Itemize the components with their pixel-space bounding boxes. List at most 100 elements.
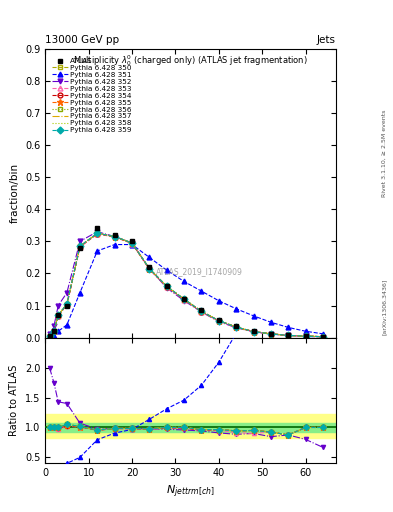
Pythia 6.428 358: [303, 333, 308, 339]
Pythia 6.428 350: [95, 230, 100, 237]
Line: Pythia 6.428 357: Pythia 6.428 357: [50, 233, 323, 337]
Pythia 6.428 359: [182, 296, 186, 302]
Pythia 6.428 359: [234, 324, 239, 330]
Pythia 6.428 355: [130, 240, 134, 246]
Pythia 6.428 351: [147, 254, 152, 261]
Pythia 6.428 357: [95, 230, 100, 237]
ATLAS: [251, 328, 256, 334]
Pythia 6.428 352: [56, 303, 61, 309]
Pythia 6.428 358: [217, 317, 221, 324]
Pythia 6.428 359: [77, 243, 82, 249]
Text: ATLAS_2019_I1740909: ATLAS_2019_I1740909: [156, 267, 243, 276]
Pythia 6.428 350: [64, 301, 69, 307]
Pythia 6.428 353: [234, 324, 239, 330]
Pythia 6.428 350: [51, 328, 56, 334]
Pythia 6.428 358: [268, 331, 273, 337]
Pythia 6.428 354: [182, 296, 186, 303]
Pythia 6.428 352: [199, 309, 204, 315]
Pythia 6.428 350: [199, 308, 204, 314]
Pythia 6.428 354: [321, 334, 325, 340]
Pythia 6.428 351: [47, 334, 52, 340]
Pythia 6.428 352: [234, 325, 239, 331]
Pythia 6.428 357: [234, 324, 239, 330]
X-axis label: $N_{\mathit{jettrm[ch]}}$: $N_{\mathit{jettrm[ch]}}$: [166, 484, 215, 500]
Pythia 6.428 351: [164, 267, 169, 273]
Pythia 6.428 356: [147, 266, 152, 272]
Line: ATLAS: ATLAS: [47, 226, 325, 339]
Pythia 6.428 355: [77, 243, 82, 249]
Pythia 6.428 352: [164, 285, 169, 291]
Pythia 6.428 357: [56, 312, 61, 318]
Pythia 6.428 357: [147, 266, 152, 272]
Pythia 6.428 353: [286, 332, 291, 338]
Pythia 6.428 359: [130, 240, 134, 246]
Pythia 6.428 354: [51, 328, 56, 334]
Pythia 6.428 356: [130, 240, 134, 246]
Pythia 6.428 354: [286, 332, 291, 338]
Pythia 6.428 355: [303, 333, 308, 339]
Pythia 6.428 350: [234, 324, 239, 330]
Pythia 6.428 356: [251, 329, 256, 335]
Y-axis label: Ratio to ATLAS: Ratio to ATLAS: [9, 365, 19, 436]
Pythia 6.428 352: [130, 240, 134, 246]
Pythia 6.428 352: [51, 324, 56, 330]
Pythia 6.428 357: [268, 331, 273, 337]
Pythia 6.428 352: [112, 233, 117, 240]
Pythia 6.428 354: [251, 329, 256, 335]
Pythia 6.428 353: [64, 302, 69, 308]
Pythia 6.428 359: [95, 230, 100, 237]
Pythia 6.428 350: [47, 333, 52, 339]
Pythia 6.428 357: [303, 333, 308, 339]
Pythia 6.428 351: [217, 297, 221, 304]
Text: [arXiv:1306.3436]: [arXiv:1306.3436]: [382, 279, 387, 335]
Pythia 6.428 356: [77, 243, 82, 249]
Pythia 6.428 359: [47, 333, 52, 339]
Pythia 6.428 358: [234, 324, 239, 330]
Pythia 6.428 351: [51, 333, 56, 339]
Pythia 6.428 353: [251, 329, 256, 335]
Pythia 6.428 352: [251, 329, 256, 335]
Pythia 6.428 352: [95, 229, 100, 235]
Pythia 6.428 350: [217, 317, 221, 324]
Line: Pythia 6.428 359: Pythia 6.428 359: [47, 231, 325, 339]
Pythia 6.428 352: [321, 334, 325, 340]
Pythia 6.428 356: [199, 308, 204, 314]
Pythia 6.428 354: [64, 302, 69, 308]
Pythia 6.428 351: [234, 306, 239, 312]
Pythia 6.428 354: [303, 333, 308, 339]
Pythia 6.428 358: [199, 308, 204, 314]
Pythia 6.428 357: [77, 243, 82, 249]
Text: Multiplicity $\lambda_0^0$ (charged only) (ATLAS jet fragmentation): Multiplicity $\lambda_0^0$ (charged only…: [73, 53, 308, 68]
Pythia 6.428 350: [321, 334, 325, 340]
Pythia 6.428 355: [286, 332, 291, 338]
Pythia 6.428 353: [51, 328, 56, 334]
Pythia 6.428 352: [286, 332, 291, 338]
Pythia 6.428 351: [112, 242, 117, 248]
Pythia 6.428 351: [64, 322, 69, 328]
Pythia 6.428 358: [51, 328, 56, 334]
ATLAS: [303, 333, 308, 339]
Pythia 6.428 359: [51, 328, 56, 334]
Pythia 6.428 355: [321, 334, 325, 340]
Pythia 6.428 353: [95, 231, 100, 237]
ATLAS: [56, 312, 61, 318]
Pythia 6.428 350: [112, 233, 117, 240]
Pythia 6.428 354: [56, 312, 61, 318]
Pythia 6.428 356: [234, 324, 239, 330]
ATLAS: [95, 225, 100, 231]
Pythia 6.428 359: [112, 233, 117, 240]
Pythia 6.428 355: [251, 329, 256, 335]
Pythia 6.428 350: [182, 296, 186, 302]
Pythia 6.428 357: [164, 283, 169, 289]
Pythia 6.428 353: [164, 284, 169, 290]
Pythia 6.428 352: [47, 331, 52, 337]
Pythia 6.428 350: [268, 331, 273, 337]
Pythia 6.428 355: [147, 266, 152, 272]
Pythia 6.428 356: [64, 301, 69, 307]
Pythia 6.428 359: [164, 283, 169, 289]
Pythia 6.428 354: [217, 317, 221, 324]
Pythia 6.428 355: [112, 233, 117, 240]
ATLAS: [199, 307, 204, 313]
Pythia 6.428 357: [217, 317, 221, 324]
Pythia 6.428 355: [217, 317, 221, 324]
